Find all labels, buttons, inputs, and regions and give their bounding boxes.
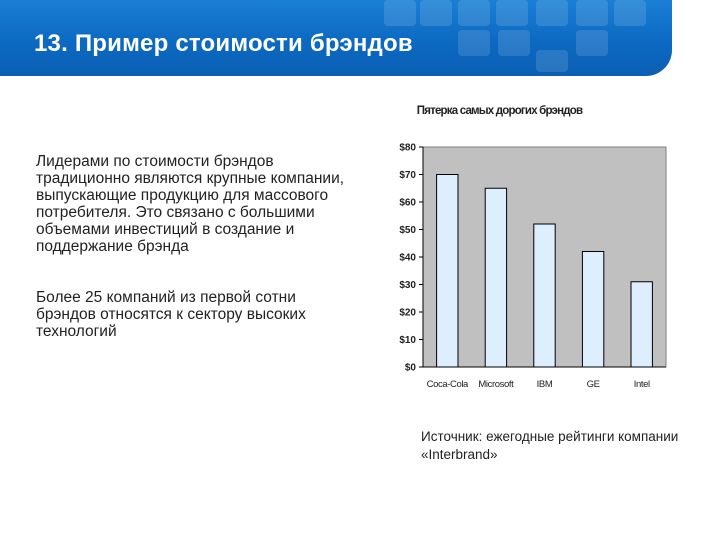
y-tick-label: $40 [399,253,416,264]
x-tick-label: Coca-Cola [427,379,469,390]
y-tick-label: $10 [399,335,416,346]
x-tick-label: GE [587,379,600,390]
decor-tile [420,0,452,26]
bar-ibm [533,223,556,368]
y-tick-label: $20 [399,308,416,319]
paragraph-tech: Более 25 компаний из первой сотни брэндо… [36,289,306,340]
bar-coca-cola [436,174,459,368]
bar-microsoft [484,187,508,368]
decor-tile [498,30,530,56]
y-tick-label: $80 [399,143,416,154]
y-tick-label: $50 [399,225,416,236]
header-banner: 13. Пример стоимости брэндов [0,0,672,76]
page-title: 13. Пример стоимости брэндов [34,30,413,57]
x-tick-label: IBM [537,379,553,390]
y-tick-label: $30 [399,280,416,291]
chart-title: Пятерка самых дорогих брэндов [417,105,583,117]
source-note: Источник: ежегодные рейтинги компании «I… [421,429,679,462]
bar-chart: Пятерка самых дорогих брэндов $0 $10 $20 $30… [399,105,667,390]
decor-tile [576,30,608,56]
decor-tile [536,0,568,26]
decor-tile [458,30,490,56]
x-tick-label: Intel [634,379,650,390]
bar-ge [581,251,605,368]
y-tick-label: $70 [399,170,416,181]
decor-tile [614,0,646,26]
y-tick-label: $60 [399,198,416,209]
chart-area: Пятерка самых дорогих брэндов $0 $10 $20 $30… [355,95,685,405]
bar-intel [630,281,653,368]
body-text: Лидерами по стоимости брэндов традиционн… [36,153,346,340]
decor-tile [384,0,416,26]
paragraph-leaders: Лидерами по стоимости брэндов традиционн… [36,153,345,255]
x-tick-label: Microsoft [478,379,514,390]
decor-tile [536,50,568,72]
decor-tile [458,0,490,26]
y-tick-label: $0 [405,363,417,374]
decor-tile [576,0,608,26]
decor-tile [496,0,528,26]
